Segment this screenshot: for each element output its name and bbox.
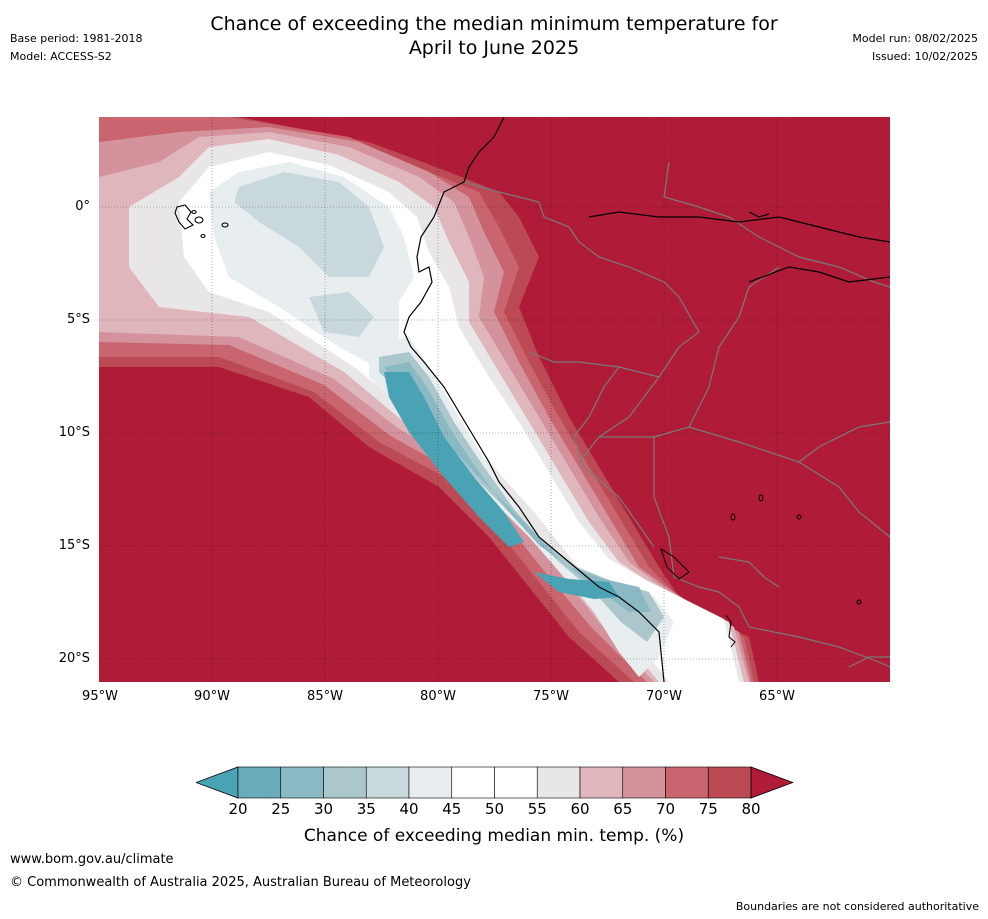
colorbar-segment-70-75 [665, 766, 709, 799]
copyright: © Commonwealth of Australia 2025, Austra… [10, 875, 471, 890]
contour-30-coast [379, 352, 664, 642]
inland-lakes [725, 494, 862, 648]
lon-label-65w: 65°W [759, 689, 795, 704]
colorbar-segment-65-70 [622, 766, 666, 799]
colorbar-tick-35: 35 [356, 800, 376, 818]
colorbar-tick-40: 40 [399, 800, 419, 818]
lon-label-95w: 95°W [82, 689, 118, 704]
graticule [99, 117, 890, 682]
colorbar-label: Chance of exceeding median min. temp. (%… [303, 826, 685, 846]
galapagos-islands [174, 204, 229, 239]
colorbar-segment-20-25 [237, 766, 282, 799]
map-title-line1: Chance of exceeding the median minimum t… [210, 13, 778, 35]
colorbar-segment-55-60 [536, 766, 581, 799]
colorbar-segment-35-40 [365, 766, 410, 799]
lon-label-85w: 85°W [307, 689, 343, 704]
country-borders [463, 161, 890, 668]
colorbar-segment-50-55 [494, 766, 538, 799]
contour-35 [234, 172, 384, 277]
colorbar-segment-25-30 [280, 766, 324, 799]
colorbar-tick-70: 70 [655, 800, 676, 818]
map-title: Chance of exceeding the median minimum t… [0, 12, 988, 60]
colorbar-tick-25: 25 [271, 800, 291, 818]
base-period: Base period: 1981-2018 [10, 32, 143, 45]
colorbar-segment-40-45 [408, 766, 453, 799]
lat-label-20s: 20°S [58, 651, 90, 666]
issued-date: Issued: 10/02/2025 [871, 50, 978, 63]
colorbar-tick-45: 45 [442, 800, 462, 818]
colorbar-tick-20: 20 [228, 800, 248, 818]
colorbar-tick-80: 80 [741, 800, 761, 818]
lat-label-10s: 10°S [58, 425, 90, 440]
contour-20-coast [384, 372, 524, 547]
lat-label-15s: 15°S [58, 538, 90, 553]
lat-label-0: 0° [75, 199, 90, 214]
colorbar-tick-60: 60 [570, 800, 590, 818]
colorbar-segments [196, 766, 794, 799]
colorbar-segment-45-50 [451, 766, 495, 799]
probability-map [99, 117, 890, 682]
colorbar-extend-low [196, 766, 239, 799]
model-name: Model: ACCESS-S2 [10, 50, 112, 63]
lon-label-75w: 75°W [533, 689, 569, 704]
lat-label-5s: 5°S [66, 312, 90, 327]
model-run: Model run: 08/02/2025 [852, 32, 978, 45]
lake-titicaca [660, 547, 690, 580]
coastline [403, 117, 890, 682]
contour-20-coast-b [534, 572, 619, 599]
colorbar-extend-high [750, 766, 794, 799]
colorbar-segment-75-80 [707, 766, 752, 799]
colorbar-segment-60-65 [579, 766, 624, 799]
colorbar-tick-30: 30 [313, 800, 334, 818]
bom-url[interactable]: www.bom.gov.au/climate [10, 852, 174, 867]
colorbar-tick-50: 50 [484, 800, 505, 818]
colorbar-tick-65: 65 [613, 800, 633, 818]
map-title-line2: April to June 2025 [408, 37, 580, 59]
boundary-disclaimer: Boundaries are not considered authoritat… [735, 900, 979, 913]
lon-label-80w: 80°W [420, 689, 456, 704]
lon-label-90w: 90°W [194, 689, 230, 704]
colorbar-tick-55: 55 [527, 800, 547, 818]
lon-label-70w: 70°W [646, 689, 682, 704]
colorbar-segment-30-35 [323, 766, 367, 799]
colorbar [196, 766, 794, 799]
colorbar-tick-75: 75 [698, 800, 718, 818]
